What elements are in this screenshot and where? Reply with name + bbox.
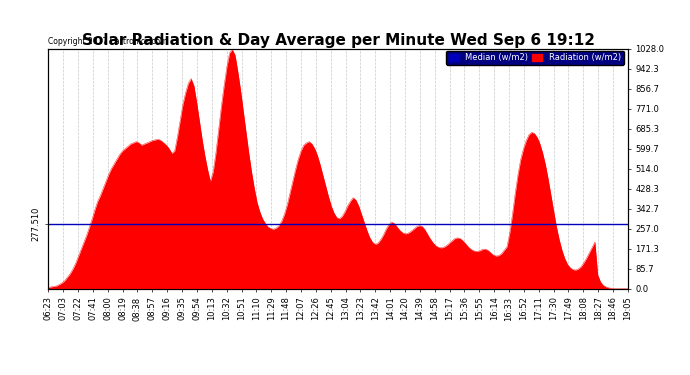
Title: Solar Radiation & Day Average per Minute Wed Sep 6 19:12: Solar Radiation & Day Average per Minute… <box>81 33 595 48</box>
Text: Copyright 2017 Cartronics.com: Copyright 2017 Cartronics.com <box>48 38 168 46</box>
Legend: Median (w/m2), Radiation (w/m2): Median (w/m2), Radiation (w/m2) <box>446 51 624 64</box>
